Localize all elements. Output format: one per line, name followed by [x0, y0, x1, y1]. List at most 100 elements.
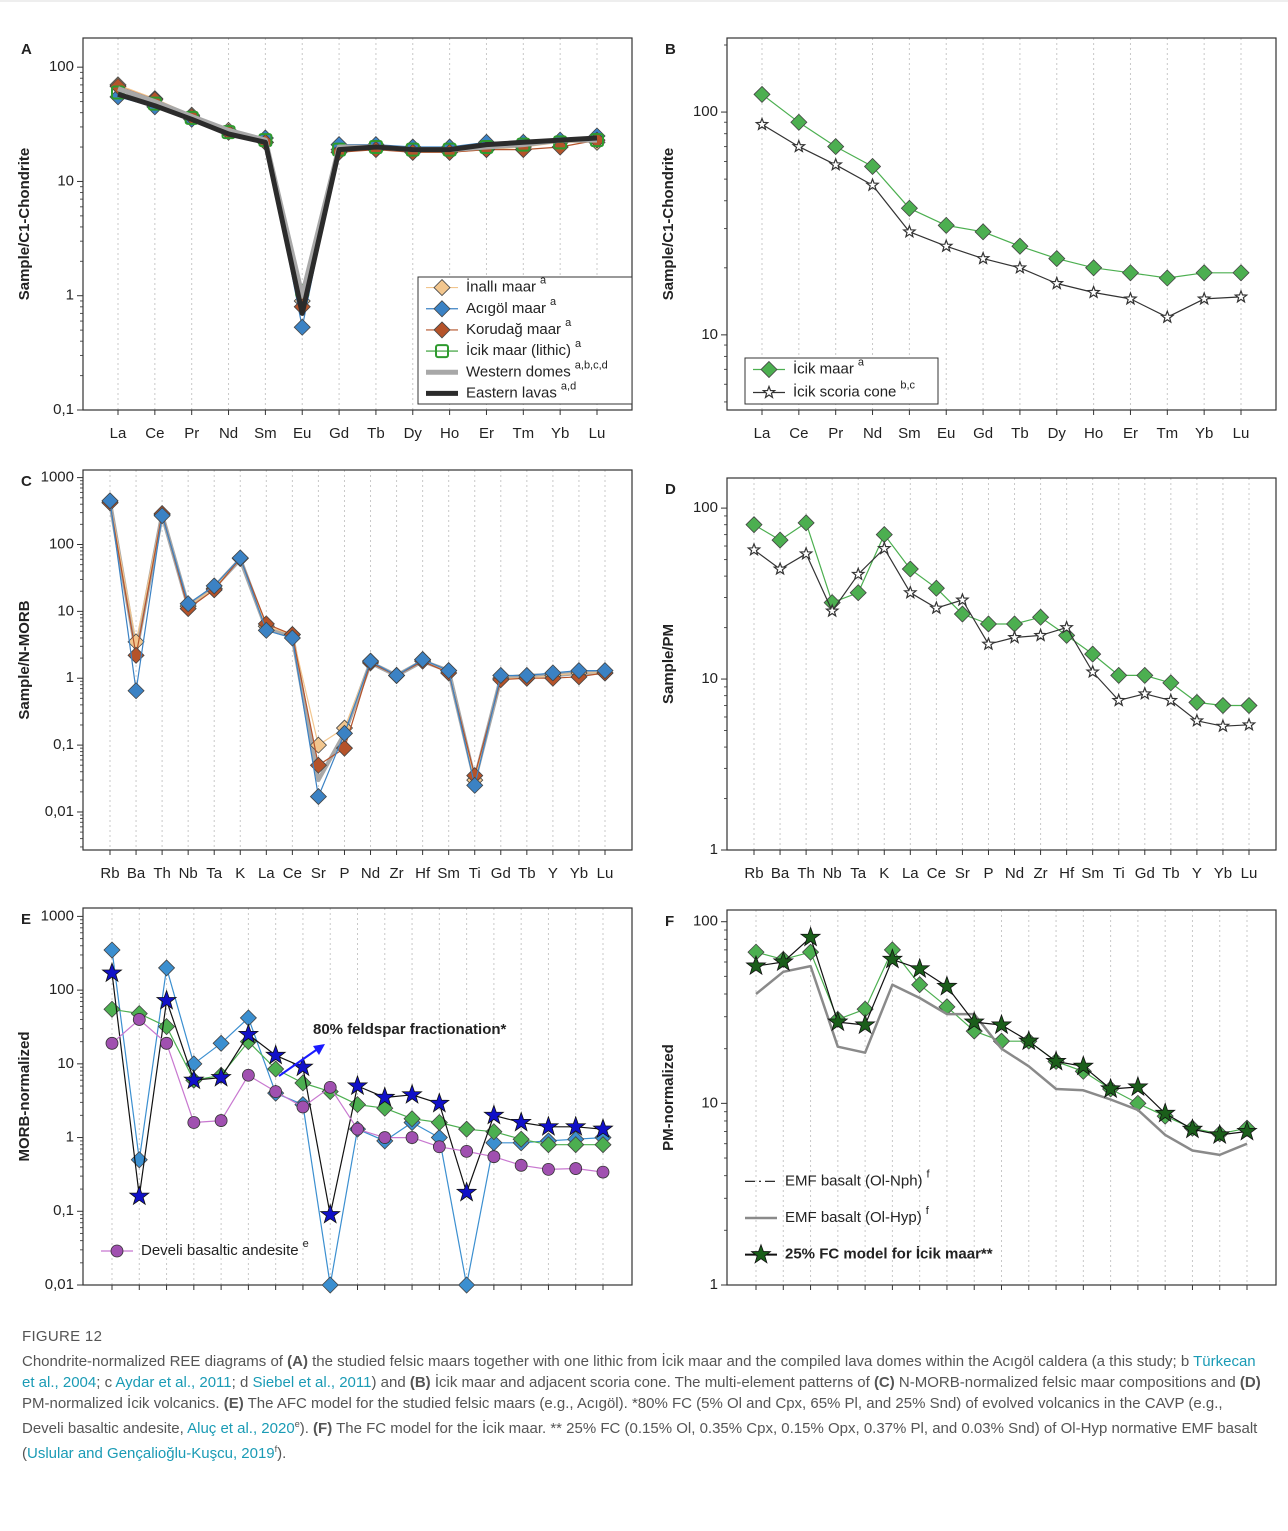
marker [937, 216, 955, 234]
marker [1137, 686, 1153, 700]
marker [157, 959, 176, 977]
legend-label: Eastern lavas a,d [466, 380, 576, 401]
x-tick-label: Nd [361, 865, 380, 882]
x-tick-label: Ce [789, 425, 808, 442]
marker [405, 1131, 419, 1144]
caption-link[interactable]: Aydar et al., 2011 [115, 1374, 232, 1391]
x-tick-label: P [983, 865, 993, 882]
caption-plain: N-MORB-normalized felsic maar compositio… [894, 1374, 1240, 1391]
marker [105, 1036, 119, 1050]
marker [754, 116, 770, 131]
caption-link[interactable]: Siebel et al., 2011 [252, 1374, 372, 1391]
marker [909, 957, 931, 978]
caption-sup: e [294, 1419, 300, 1429]
panel-label: D [665, 481, 676, 498]
marker [1209, 1123, 1231, 1144]
plot-frame [82, 907, 633, 1286]
marker [1181, 1118, 1204, 1139]
x-tick-label: Lu [597, 865, 614, 882]
x-tick-label: Gd [1135, 865, 1155, 882]
caption-plain: The FC model for the İcik maar. ** 25% F… [22, 1420, 1258, 1462]
legend-label: Western domes a,b,c,d [466, 359, 608, 380]
marker [537, 1115, 560, 1136]
marker [1049, 275, 1065, 290]
marker [902, 224, 917, 239]
marker [955, 592, 970, 607]
x-tick-label: Ba [771, 865, 790, 882]
legend-name: 25% FC model for İcik maar** [785, 1246, 993, 1263]
y-tick-label: 0,1 [53, 1202, 74, 1219]
marker [953, 605, 971, 623]
x-tick-label: Yb [1214, 865, 1232, 882]
marker [351, 1122, 364, 1136]
legend-label: İcik maar (lithic) a [466, 338, 582, 359]
x-tick-label: Tb [518, 865, 536, 882]
series-line [109, 500, 605, 798]
panel-label: F [665, 913, 674, 930]
x-tick-label: Ta [206, 865, 223, 882]
marker [854, 1013, 876, 1035]
y-tick-label: 1 [66, 669, 74, 686]
x-tick-label: Zr [389, 865, 403, 882]
x-tick-label: K [879, 865, 889, 882]
marker [466, 776, 484, 794]
marker [1059, 619, 1074, 634]
marker [876, 540, 892, 555]
caption-link[interactable]: Uslular and Gençalioğlu-Kuşcu, 2019 [27, 1445, 275, 1462]
marker [1214, 696, 1232, 715]
marker [594, 1136, 612, 1154]
marker [265, 1044, 287, 1065]
marker [212, 1034, 230, 1052]
marker [1086, 284, 1101, 299]
series-line [109, 502, 606, 777]
caption-bold: (F) [313, 1420, 333, 1437]
panel: C Sample/N-MORB Rb Ba Th Nb Ta K La Ce Sr P Nd Zr Hf Sm… [16, 469, 633, 882]
y-tick-label: 0,01 [45, 1276, 74, 1293]
caption-plain: ; d [231, 1374, 253, 1391]
marker [761, 384, 777, 399]
marker [865, 177, 880, 192]
marker [1196, 291, 1212, 306]
marker [257, 621, 275, 639]
figure: A Sample/C1-Chondrite La Ce Pr Nd Sm Eu Gd Tb Dy Ho… [0, 0, 1288, 1300]
y-tick-label: 100 [49, 981, 74, 998]
y-tick-label: 100 [49, 535, 74, 552]
caption-plain: The AFC model for the studied felsic maa… [22, 1395, 1223, 1437]
marker [929, 600, 944, 615]
marker [428, 1092, 450, 1113]
x-tick-label: Ho [440, 425, 459, 442]
x-tick-label: Zr [1033, 865, 1047, 882]
marker [210, 1066, 232, 1087]
x-tick-label: Tb [367, 425, 385, 442]
marker [374, 1086, 396, 1107]
marker [458, 1120, 476, 1138]
marker [414, 651, 432, 669]
y-tick-label: 10 [701, 670, 718, 687]
caption-bold: (C) [873, 1374, 895, 1391]
caption-text: Chondrite-normalized REE diagrams of (A)… [22, 1351, 1267, 1464]
x-tick-label: La [110, 425, 127, 442]
x-tick-label: Ce [145, 425, 164, 442]
legend-sup: a [565, 317, 572, 329]
caption-link[interactable]: Türkecan et al., 2004 [22, 1353, 1256, 1391]
x-tick-label: Yb [570, 865, 588, 882]
y-axis-label: Sample/N-MORB [16, 600, 33, 719]
x-tick-label: P [339, 865, 349, 882]
legend-sup: f [927, 1168, 931, 1180]
marker [979, 615, 998, 633]
marker [881, 948, 904, 969]
marker [798, 546, 814, 561]
marker [1045, 1050, 1067, 1071]
x-tick-label: Nd [863, 425, 882, 442]
legend-label: Acıgöl maar a [466, 296, 557, 317]
caption-link[interactable]: Aluç et al., 2020 [187, 1420, 295, 1437]
marker [512, 1130, 530, 1148]
caption-plain: ; c [96, 1374, 116, 1391]
x-tick-label: La [902, 865, 919, 882]
legend-sup: a [550, 296, 557, 308]
legend-name: Korudağ maar [466, 321, 561, 338]
marker [1048, 250, 1066, 268]
y-tick-label: 100 [693, 499, 718, 516]
x-tick-label: Rb [100, 865, 119, 882]
